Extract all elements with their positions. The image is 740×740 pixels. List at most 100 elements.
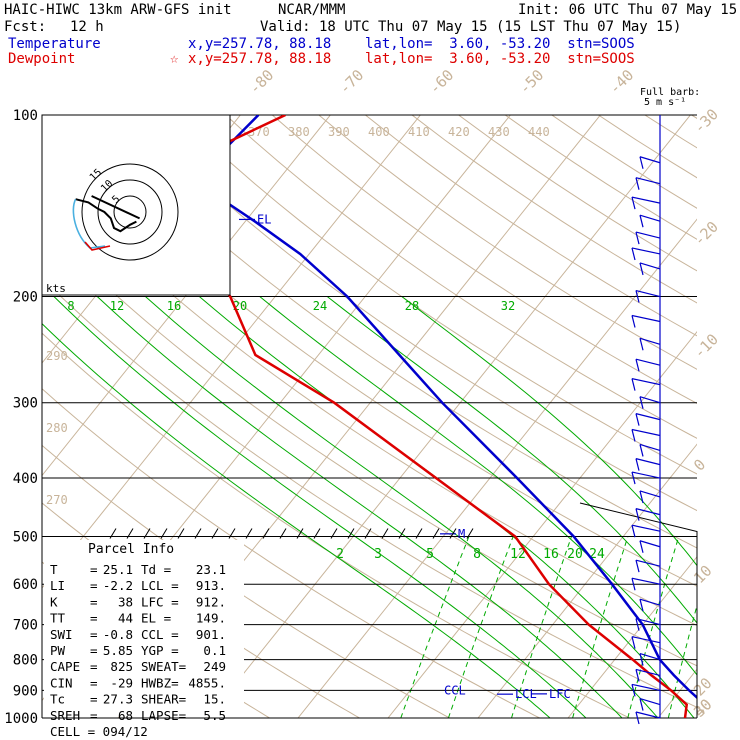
dry-adiabat-line	[365, 115, 697, 337]
wind-barb-flag	[631, 684, 636, 697]
legend-dewpoint: Dewpoint	[8, 51, 76, 67]
parcel-info-title: Parcel Info	[88, 542, 174, 557]
header-fcst-label: Fcst:	[4, 19, 47, 35]
dry-adiabat-line	[42, 117, 697, 587]
parcel-row-label: PW	[50, 643, 66, 658]
dry-adiabat-line	[85, 115, 697, 549]
theta-label: 270	[46, 493, 68, 507]
parcel-row-value: -0.8	[103, 627, 133, 642]
wind-barb-flag	[635, 618, 640, 631]
wind-barb-flag	[635, 560, 640, 573]
wind-barb-flag	[631, 378, 636, 391]
parcel-row-label2: EL =	[141, 611, 171, 626]
level-tick	[313, 528, 321, 539]
pressure-tick-label: 800	[13, 653, 38, 669]
wind-barb	[631, 471, 661, 479]
dry-adiabat-line	[132, 115, 697, 512]
moist-adiabat-label: 28	[405, 299, 419, 313]
level-tick	[466, 528, 474, 539]
parcel-row-label2: Td =	[141, 562, 171, 577]
isotherm-label: 10	[690, 562, 716, 588]
wind-barb	[639, 443, 661, 452]
level-tick	[449, 528, 457, 539]
wind-barb-flag	[631, 578, 636, 591]
level-tick	[279, 528, 287, 539]
parcel-row-label: LI	[50, 578, 65, 593]
plot-background-lines	[42, 115, 697, 718]
mixing-ratio-label: 2	[336, 547, 344, 562]
parcel-row-value2: 15.	[203, 692, 226, 707]
mixing-ratio-line	[511, 536, 572, 718]
hodograph-box	[41, 114, 231, 296]
dry-adiabat-line	[225, 115, 697, 439]
moist-adiabat-label: 24	[313, 299, 327, 313]
wind-barb-flag	[635, 711, 640, 725]
parcel-row-label2: HWBZ=	[141, 675, 179, 690]
annotation-lfc: LFC	[549, 687, 571, 701]
parcel-row-value2: 901.	[196, 627, 226, 642]
wind-barb	[635, 289, 661, 298]
temperature-profile	[209, 115, 697, 700]
isotherm-label: -80	[246, 66, 278, 98]
legend-dewpoint-location: x,y=257.78, 88.18 lat,lon= 3.60, -53.20 …	[188, 51, 635, 67]
parcel-row-value: -2.2	[103, 578, 133, 593]
parcel-row-value: 825	[110, 659, 133, 674]
wind-barb-flag	[631, 636, 636, 649]
wind-barb	[635, 177, 661, 185]
hodograph-ring	[97, 179, 163, 245]
hodograph-trace-surface	[84, 241, 111, 251]
isotherm-line	[42, 115, 331, 477]
parcel-row-value2: 23.1	[196, 562, 226, 577]
wind-barb	[635, 711, 661, 719]
level-tick	[126, 528, 134, 539]
isotherm-line	[657, 668, 697, 718]
level-tick	[211, 528, 219, 539]
level-tick	[177, 528, 185, 539]
parcel-row-label: CIN	[50, 675, 73, 690]
isotherm-line	[207, 115, 691, 718]
pressure-tick-label: 300	[13, 396, 38, 412]
mixing-ratio-label: 24	[589, 547, 605, 562]
wind-barb	[635, 231, 661, 239]
level-tick	[364, 528, 372, 539]
moist-adiabat-label: 12	[110, 299, 124, 313]
wind-barb	[635, 458, 661, 466]
theta-label: 380	[288, 125, 310, 139]
mixing-ratio-label: 8	[473, 547, 481, 562]
wind-barb	[631, 524, 661, 532]
level-tick	[160, 528, 168, 539]
wind-barb	[639, 396, 661, 404]
dry-adiabat-line	[42, 170, 697, 627]
parcel-row-label: SWI	[50, 627, 73, 642]
parcel-row-equals: =	[90, 578, 98, 593]
parcel-row-equals: =	[90, 562, 98, 577]
wind-barb	[639, 490, 661, 498]
parcel-row-value: 27.3	[103, 692, 133, 707]
wind-barb-flag	[635, 669, 640, 682]
wind-barb	[631, 636, 661, 644]
isotherm-label: -30	[690, 105, 722, 137]
legend-dewpoint-star-icon: ☆	[170, 51, 179, 67]
wind-barb	[631, 247, 661, 255]
wind-barb-flag	[631, 315, 636, 328]
level-tick	[398, 528, 406, 539]
parcel-row-value2: 5.5	[203, 708, 226, 723]
wind-barb-flag	[635, 359, 640, 372]
wind-barb-flag	[635, 290, 640, 303]
theta-label: 370	[248, 125, 270, 139]
parcel-row-equals: =	[90, 594, 98, 609]
hodograph-trace	[75, 198, 137, 233]
wind-barb-flag	[631, 247, 636, 261]
wind-barb-flag	[639, 540, 644, 553]
dry-adiabat-line	[42, 332, 630, 718]
level-tick	[262, 528, 270, 539]
header-org: NCAR/MMM	[278, 2, 346, 18]
wind-barb	[631, 428, 661, 437]
pressure-tick-label: 600	[13, 577, 38, 593]
hodograph-mean-vector	[91, 195, 141, 220]
isotherm-label: -70	[336, 66, 368, 98]
parcel-row-equals: =	[90, 675, 98, 690]
header-init: Init: 06 UTC Thu 07 May 15	[518, 2, 738, 18]
hodograph-units: kts	[46, 282, 66, 295]
wind-barb-flag	[639, 156, 644, 169]
